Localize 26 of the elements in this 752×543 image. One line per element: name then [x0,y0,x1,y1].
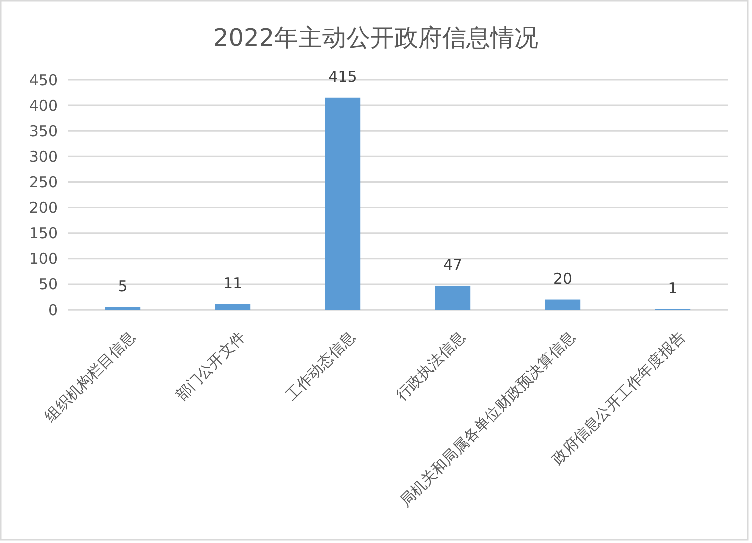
y-tick-label: 100 [29,250,58,268]
data-label: 415 [328,68,358,86]
y-tick-label: 400 [29,96,58,115]
y-tick-label: 450 [29,71,58,90]
y-tick-label: 350 [29,122,58,140]
x-tick-label: 部门公开文件 [172,328,249,404]
x-tick-label: 工作动态信息 [282,328,359,404]
chart-title: 2022年主动公开政府信息情况 [213,24,539,52]
bar [435,286,471,310]
y-tick-label: 150 [29,224,58,243]
bar [545,300,581,310]
y-tick-label: 200 [29,199,58,218]
bar [215,304,251,310]
data-label: 11 [223,274,243,292]
data-label: 47 [443,256,463,274]
x-tick-label: 组织机构栏目信息 [41,328,139,426]
y-tick-label: 0 [48,301,58,320]
bar [325,98,361,310]
y-tick-label: 250 [29,173,58,192]
data-label: 5 [118,277,128,296]
x-tick-label: 行政执法信息 [392,328,469,404]
data-label: 1 [668,279,678,298]
y-tick-label: 300 [29,148,58,166]
y-tick-label: 50 [38,276,58,294]
bar [105,307,141,310]
data-label: 20 [553,270,573,288]
